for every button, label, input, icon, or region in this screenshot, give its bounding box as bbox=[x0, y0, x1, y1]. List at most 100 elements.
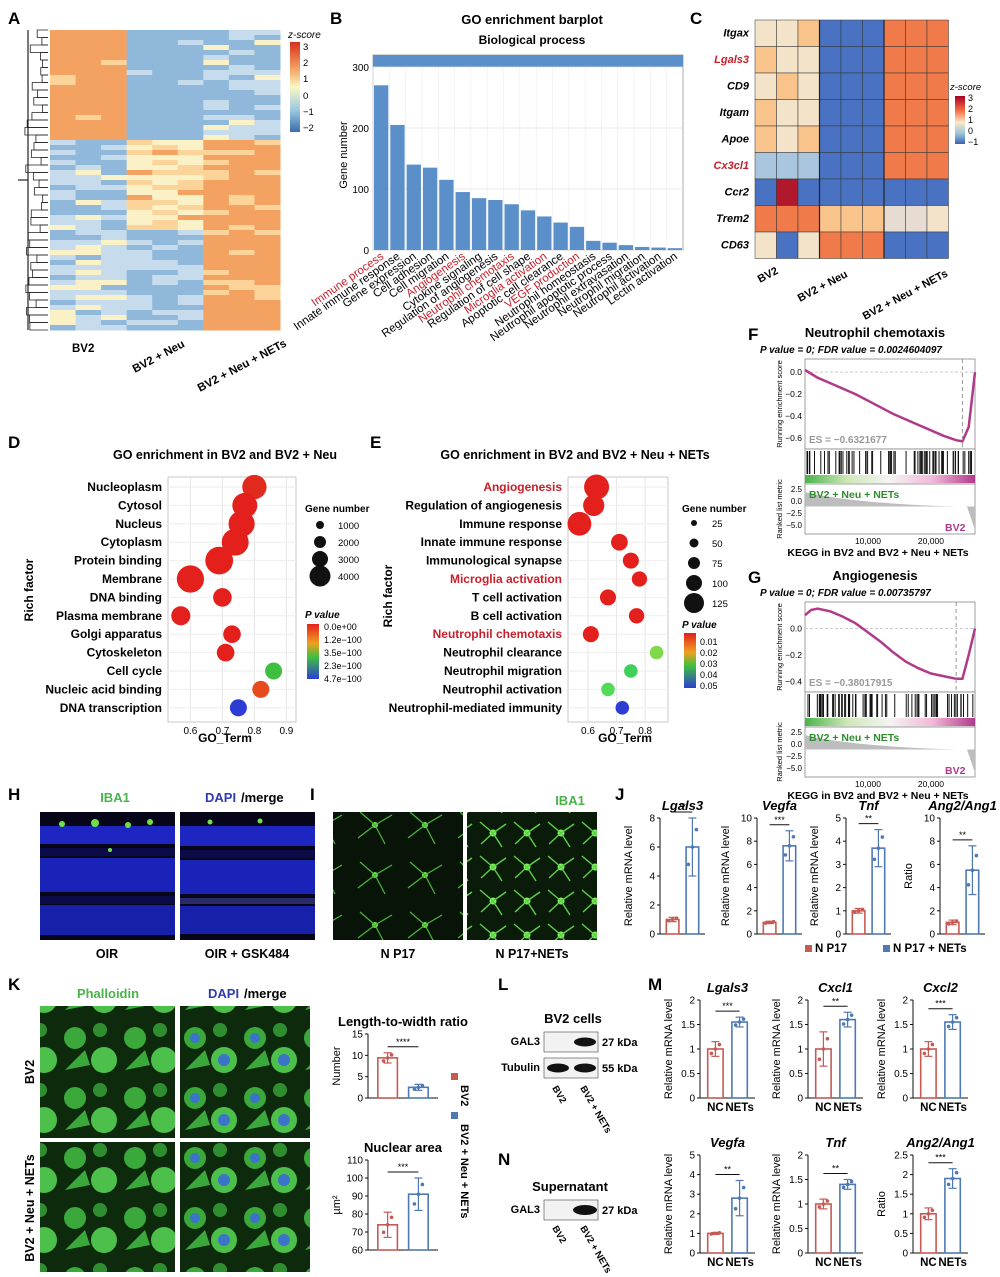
kda-label: 27 kDa bbox=[602, 1205, 638, 1217]
data-point bbox=[694, 827, 699, 832]
heatmap-cell bbox=[101, 265, 128, 271]
term-label: Plasma membrane bbox=[56, 609, 162, 623]
heatmap-cell bbox=[754, 231, 777, 259]
heatmap-cell bbox=[126, 235, 153, 241]
band-label: GAL3 bbox=[511, 1204, 540, 1216]
heatmap-cell bbox=[203, 245, 230, 251]
heatmap-cell bbox=[177, 280, 204, 286]
p-tick: 0.01 bbox=[700, 637, 718, 647]
heatmap-cell bbox=[228, 310, 255, 316]
scale-tick: −2 bbox=[303, 123, 314, 134]
heatmap-cell bbox=[50, 185, 77, 191]
heatmap-cell bbox=[254, 245, 281, 251]
plot-frame bbox=[804, 726, 976, 778]
heatmap-cell bbox=[254, 225, 281, 231]
y-axis-label: Relative mRNA level bbox=[663, 1154, 675, 1254]
heatmap-cell bbox=[905, 46, 928, 74]
dendrogram-branch bbox=[30, 217, 48, 226]
heatmap-cell bbox=[152, 310, 179, 316]
term-label: Protein binding bbox=[74, 554, 162, 568]
blot-strip bbox=[543, 1057, 599, 1079]
p-tick: 1.2e−100 bbox=[324, 635, 362, 645]
data-point bbox=[733, 1023, 738, 1027]
term-label: B cell activation bbox=[471, 609, 562, 623]
heatmap-cell bbox=[126, 115, 153, 121]
heatmap-cell bbox=[819, 72, 842, 100]
heatmap-cell bbox=[50, 160, 77, 166]
y-tick-label: 4 bbox=[649, 872, 655, 883]
heatmap-cell bbox=[203, 110, 230, 116]
y-axis-label: Running enrichment score bbox=[775, 360, 784, 448]
heatmap-cell bbox=[177, 145, 204, 151]
heatmap-cell bbox=[101, 165, 128, 171]
heatmap-cell bbox=[228, 110, 255, 116]
x-tick-label: 0.7 bbox=[215, 726, 229, 737]
heatmap-cell bbox=[50, 95, 77, 101]
term-label: Immune response bbox=[459, 517, 562, 531]
heatmap-cell bbox=[905, 178, 928, 206]
heatmap-cell bbox=[75, 270, 102, 276]
scale-tick: 3 bbox=[968, 93, 973, 103]
heatmap-cell bbox=[101, 245, 128, 251]
heatmap-cell bbox=[50, 275, 77, 281]
chart-title: GO enrichment barplot bbox=[461, 12, 603, 27]
y-axis-label: Relative mRNA level bbox=[720, 826, 732, 926]
heatmap-cell bbox=[152, 150, 179, 156]
subplot-title: Ang2/Ang1 bbox=[927, 798, 997, 813]
heatmap-cell bbox=[101, 110, 128, 116]
y-tick-label: 8 bbox=[649, 814, 655, 825]
subplot-title: Ang2/Ang1 bbox=[905, 1135, 975, 1150]
data-point bbox=[880, 835, 885, 839]
heatmap-cell bbox=[126, 230, 153, 236]
y-tick-label: −0.4 bbox=[785, 676, 802, 686]
heatmap-cell bbox=[126, 85, 153, 91]
data-point bbox=[709, 1051, 714, 1056]
data-point bbox=[852, 910, 857, 914]
heatmap-cell bbox=[819, 178, 842, 206]
y-tick-label: 2 bbox=[797, 996, 803, 1007]
data-point bbox=[974, 853, 979, 858]
scale-tick: 2 bbox=[303, 58, 308, 69]
heatmap-cell bbox=[840, 125, 863, 153]
heatmap-cell bbox=[228, 170, 255, 176]
y-tick-label: 2 bbox=[929, 906, 935, 917]
heatmap-cell bbox=[101, 210, 128, 216]
term-label: Nucleoplasm bbox=[87, 480, 162, 494]
heatmap-cell bbox=[177, 250, 204, 256]
heatmap-cell bbox=[754, 152, 777, 180]
heatmap-cell bbox=[228, 200, 255, 206]
bubble bbox=[252, 680, 270, 698]
heatmap-cell bbox=[203, 55, 230, 61]
panel-letter: G bbox=[748, 568, 761, 587]
heatmap-cell bbox=[228, 250, 255, 256]
size-legend-label: 2000 bbox=[338, 538, 359, 549]
heatmap-cell bbox=[126, 215, 153, 221]
data-point bbox=[741, 1185, 746, 1190]
heatmap-cell bbox=[228, 210, 255, 216]
y-tick-label: 1 bbox=[689, 1229, 695, 1240]
panel-h: IBA1 DAPI /merge OIR OIR + GSK484 bbox=[40, 790, 315, 961]
heatmap-cell bbox=[50, 165, 77, 171]
blot-strip bbox=[543, 1031, 599, 1053]
heatmap-cell bbox=[905, 19, 928, 47]
heatmap-cell bbox=[254, 180, 281, 186]
bar bbox=[851, 909, 866, 935]
bar bbox=[586, 240, 601, 250]
y-tick-label: 8 bbox=[746, 837, 752, 848]
y-tick-label: 2 bbox=[689, 1209, 695, 1220]
heatmap-cell bbox=[50, 235, 77, 241]
y-tick-label: 0 bbox=[902, 1249, 908, 1260]
heatmap-cell bbox=[75, 225, 102, 231]
heatmap-cell bbox=[50, 145, 77, 151]
y-tick-label: −0.2 bbox=[785, 650, 802, 660]
heatmap-cell bbox=[75, 90, 102, 96]
sig-label: ** bbox=[679, 802, 687, 812]
heatmap-cell bbox=[905, 152, 928, 180]
heatmap-cell bbox=[50, 120, 77, 126]
heatmap-cell bbox=[797, 19, 820, 47]
heatmap-cell bbox=[254, 95, 281, 101]
sig-label: ** bbox=[724, 1164, 732, 1174]
heatmap-cell bbox=[152, 60, 179, 66]
heatmap-cell bbox=[203, 320, 230, 326]
